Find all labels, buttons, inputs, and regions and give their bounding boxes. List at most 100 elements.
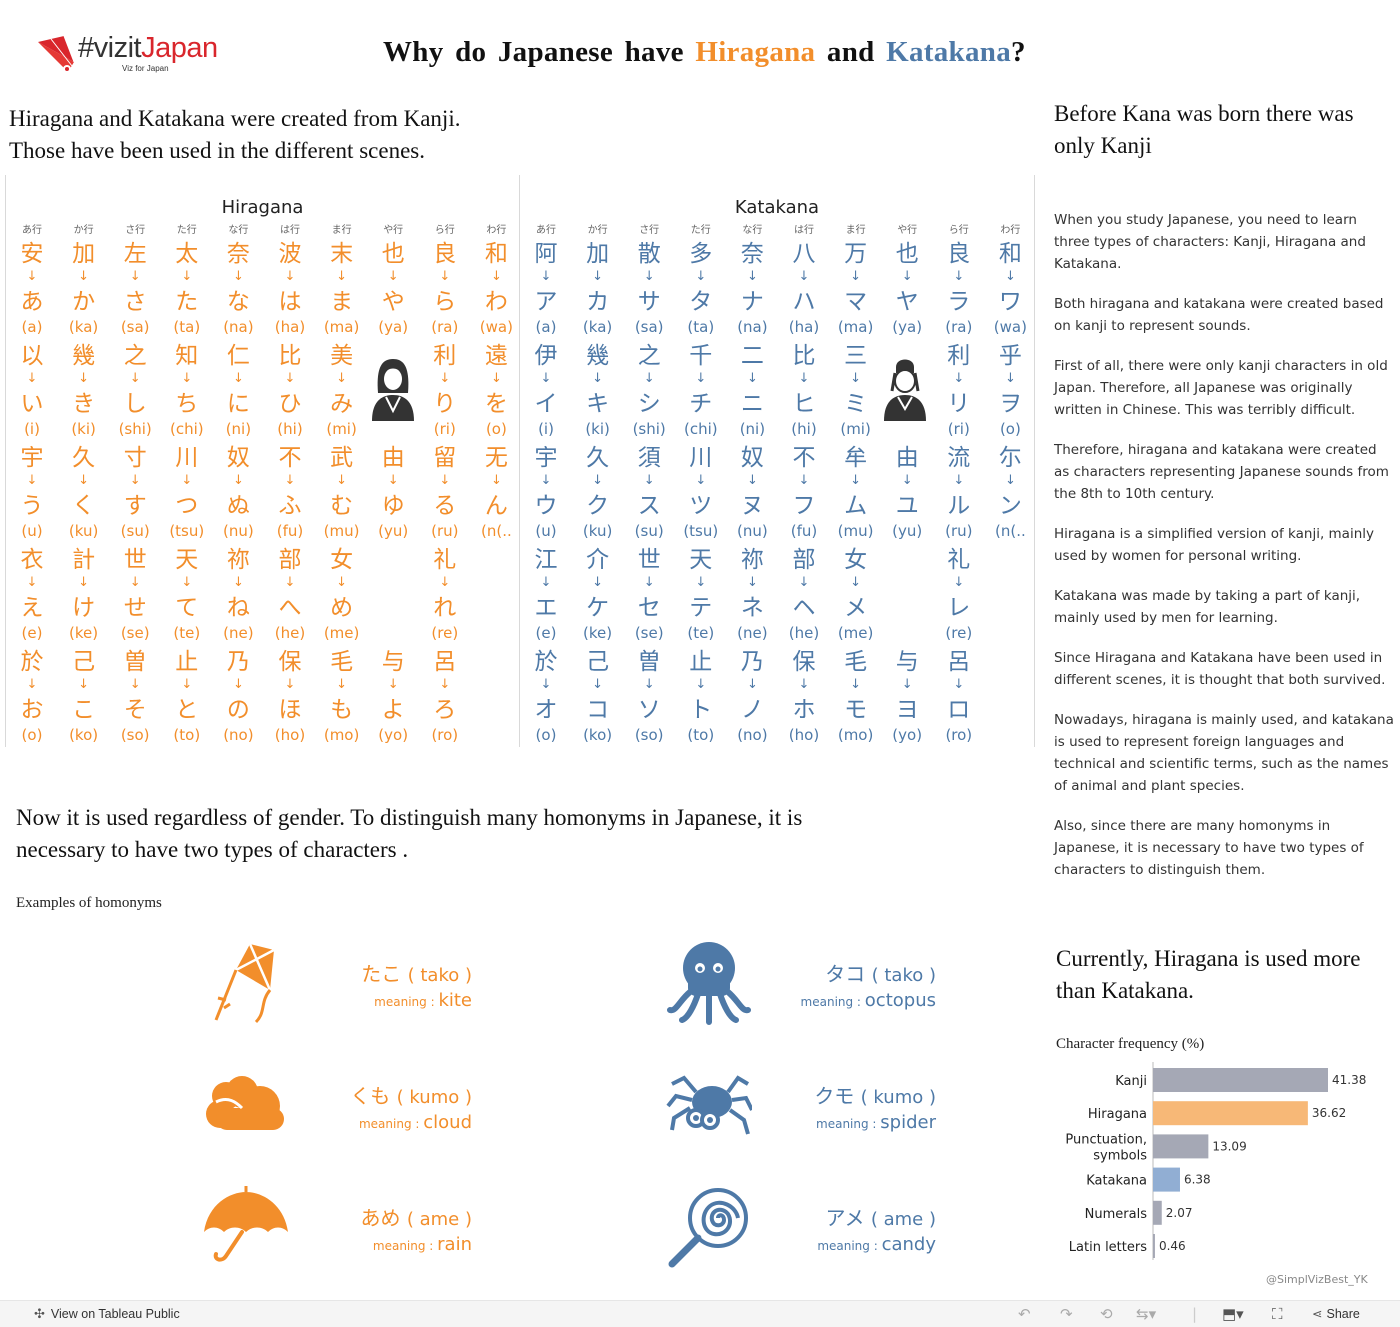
hiragana-cell[interactable]: 計 ↓ け (ke) <box>58 545 110 647</box>
share-button[interactable]: ⋖ Share <box>1312 1307 1360 1321</box>
hiragana-cell[interactable]: 与 ↓ よ (yo) <box>367 647 419 749</box>
katakana-cell[interactable]: 不 ↓ フ (fu) <box>778 443 830 545</box>
hiragana-cell[interactable]: 於 ↓ お (o) <box>6 647 58 749</box>
hiragana-cell[interactable]: 衣 ↓ え (e) <box>6 545 58 647</box>
hiragana-cell[interactable]: 天 ↓ て (te) <box>161 545 213 647</box>
hiragana-cell[interactable]: 太 ↓ た (ta) <box>161 239 213 341</box>
katakana-cell[interactable]: 良 ↓ ラ (ra) <box>933 239 985 341</box>
revert-icon[interactable]: ⟲ <box>1100 1305 1113 1323</box>
hiragana-cell[interactable]: 仁 ↓ に (ni) <box>212 341 264 443</box>
katakana-cell[interactable]: 阿 ↓ ア (a) <box>520 239 572 341</box>
hiragana-cell[interactable]: 美 ↓ み (mi) <box>316 341 368 443</box>
katakana-cell[interactable]: 和 ↓ ワ (wa) <box>984 239 1036 341</box>
katakana-cell[interactable]: 多 ↓ タ (ta) <box>675 239 727 341</box>
hiragana-cell[interactable]: 乃 ↓ の (no) <box>212 647 264 749</box>
katakana-cell[interactable]: 乃 ↓ ノ (no) <box>726 647 778 749</box>
hiragana-cell[interactable]: 曽 ↓ そ (so) <box>109 647 161 749</box>
katakana-cell[interactable]: 世 ↓ セ (se) <box>623 545 675 647</box>
hiragana-cell[interactable]: 无 ↓ ん (n(.. <box>470 443 522 545</box>
katakana-cell[interactable]: 幾 ↓ キ (ki) <box>572 341 624 443</box>
katakana-cell[interactable]: 久 ↓ ク (ku) <box>572 443 624 545</box>
hiragana-cell[interactable]: 部 ↓ へ (he) <box>264 545 316 647</box>
hiragana-cell[interactable]: 保 ↓ ほ (ho) <box>264 647 316 749</box>
katakana-cell[interactable]: 奴 ↓ ヌ (nu) <box>726 443 778 545</box>
hiragana-cell[interactable]: 止 ↓ と (to) <box>161 647 213 749</box>
hiragana-cell[interactable]: 川 ↓ つ (tsu) <box>161 443 213 545</box>
hiragana-cell[interactable]: 己 ↓ こ (ko) <box>58 647 110 749</box>
hiragana-cell[interactable]: 利 ↓ り (ri) <box>419 341 471 443</box>
katakana-cell[interactable]: 江 ↓ エ (e) <box>520 545 572 647</box>
character-frequency-chart[interactable]: 41.38 Kanji 36.62 Hiragana 13.09 Punctuation,… <box>1056 1060 1396 1260</box>
katakana-cell[interactable]: 乎 ↓ ヲ (o) <box>984 341 1036 443</box>
bar-numerals[interactable] <box>1153 1200 1162 1225</box>
bar-punctuation-symbols[interactable] <box>1153 1134 1209 1159</box>
katakana-cell[interactable]: 部 ↓ ヘ (he) <box>778 545 830 647</box>
hiragana-cell[interactable]: 也 ↓ や (ya) <box>367 239 419 341</box>
redo-icon[interactable]: ↷ <box>1060 1305 1073 1323</box>
katakana-cell[interactable]: 千 ↓ チ (chi) <box>675 341 727 443</box>
katakana-cell[interactable]: 川 ↓ ツ (tsu) <box>675 443 727 545</box>
bar-latin-letters[interactable] <box>1153 1234 1155 1258</box>
bar-katakana[interactable] <box>1153 1167 1180 1192</box>
katakana-table[interactable]: Katakana あ行 か行 さ行 た行 な行 は行 ま行 や行 ら行 わ行阿 ↓ ア (a) 伊 ↓ イ (i… <box>520 175 1035 747</box>
hiragana-cell[interactable]: 幾 ↓ き (ki) <box>58 341 110 443</box>
katakana-cell[interactable]: 二 ↓ ニ (ni) <box>726 341 778 443</box>
katakana-cell[interactable]: 宇 ↓ ウ (u) <box>520 443 572 545</box>
hiragana-cell[interactable]: 奴 ↓ ぬ (nu) <box>212 443 264 545</box>
hiragana-cell[interactable]: 寸 ↓ す (su) <box>109 443 161 545</box>
katakana-cell[interactable]: 牟 ↓ ム (mu) <box>830 443 882 545</box>
katakana-cell[interactable]: 曽 ↓ ソ (so) <box>623 647 675 749</box>
hiragana-cell[interactable]: 武 ↓ む (mu) <box>316 443 368 545</box>
katakana-cell[interactable]: 介 ↓ ケ (ke) <box>572 545 624 647</box>
katakana-cell[interactable]: 礼 ↓ レ (re) <box>933 545 985 647</box>
hiragana-cell[interactable]: 之 ↓ し (shi) <box>109 341 161 443</box>
katakana-cell[interactable]: 尓 ↓ ン (n(.. <box>984 443 1036 545</box>
katakana-cell[interactable]: 呂 ↓ ロ (ro) <box>933 647 985 749</box>
hiragana-table[interactable]: Hiragana あ行 か行 さ行 た行 な行 は行 ま行 や行 ら行 わ行安 ↓ あ (a) 以 ↓ い (i… <box>5 175 520 747</box>
undo-icon[interactable]: ↶ <box>1018 1305 1031 1323</box>
hiragana-cell[interactable]: 良 ↓ ら (ra) <box>419 239 471 341</box>
katakana-cell[interactable]: 祢 ↓ ネ (ne) <box>726 545 778 647</box>
hiragana-cell[interactable]: 波 ↓ は (ha) <box>264 239 316 341</box>
hiragana-cell[interactable]: 末 ↓ ま (ma) <box>316 239 368 341</box>
hiragana-cell[interactable]: 留 ↓ る (ru) <box>419 443 471 545</box>
katakana-cell[interactable]: 也 ↓ ヤ (ya) <box>881 239 933 341</box>
katakana-cell[interactable]: 万 ↓ マ (ma) <box>830 239 882 341</box>
hiragana-cell[interactable]: 宇 ↓ う (u) <box>6 443 58 545</box>
katakana-cell[interactable]: 与 ↓ ヨ (yo) <box>881 647 933 749</box>
katakana-cell[interactable]: 伊 ↓ イ (i) <box>520 341 572 443</box>
hiragana-cell[interactable]: 加 ↓ か (ka) <box>58 239 110 341</box>
hiragana-cell[interactable]: 由 ↓ ゆ (yu) <box>367 443 419 545</box>
fullscreen-icon[interactable]: ⛶ <box>1272 1305 1283 1323</box>
katakana-cell[interactable]: 八 ↓ ハ (ha) <box>778 239 830 341</box>
hiragana-cell[interactable]: 祢 ↓ ね (ne) <box>212 545 264 647</box>
hiragana-cell[interactable]: 女 ↓ め (me) <box>316 545 368 647</box>
hiragana-cell[interactable]: 礼 ↓ れ (re) <box>419 545 471 647</box>
katakana-cell[interactable]: 之 ↓ シ (shi) <box>623 341 675 443</box>
katakana-cell[interactable]: 由 ↓ ユ (yu) <box>881 443 933 545</box>
katakana-cell[interactable]: 毛 ↓ モ (mo) <box>830 647 882 749</box>
hiragana-cell[interactable]: 左 ↓ さ (sa) <box>109 239 161 341</box>
hiragana-cell[interactable]: 遠 ↓ を (o) <box>470 341 522 443</box>
katakana-cell[interactable]: 加 ↓ カ (ka) <box>572 239 624 341</box>
download-icon[interactable]: ⬒▾ <box>1222 1305 1244 1323</box>
katakana-cell[interactable]: 天 ↓ テ (te) <box>675 545 727 647</box>
katakana-cell[interactable]: 散 ↓ サ (sa) <box>623 239 675 341</box>
katakana-cell[interactable]: 女 ↓ メ (me) <box>830 545 882 647</box>
hiragana-cell[interactable]: 安 ↓ あ (a) <box>6 239 58 341</box>
katakana-cell[interactable]: 己 ↓ コ (ko) <box>572 647 624 749</box>
hiragana-cell[interactable]: 呂 ↓ ろ (ro) <box>419 647 471 749</box>
katakana-cell[interactable]: 須 ↓ ス (su) <box>623 443 675 545</box>
katakana-cell[interactable]: 於 ↓ オ (o) <box>520 647 572 749</box>
katakana-cell[interactable]: 流 ↓ ル (ru) <box>933 443 985 545</box>
katakana-cell[interactable]: 奈 ↓ ナ (na) <box>726 239 778 341</box>
katakana-cell[interactable]: 止 ↓ ト (to) <box>675 647 727 749</box>
hiragana-cell[interactable]: 世 ↓ せ (se) <box>109 545 161 647</box>
hiragana-cell[interactable]: 不 ↓ ふ (fu) <box>264 443 316 545</box>
refresh-icon[interactable]: ⇆▾ <box>1136 1305 1157 1323</box>
katakana-cell[interactable]: 比 ↓ ヒ (hi) <box>778 341 830 443</box>
view-on-tableau-public-button[interactable]: ✣ View on Tableau Public <box>34 1306 180 1321</box>
hiragana-cell[interactable]: 和 ↓ わ (wa) <box>470 239 522 341</box>
bar-hiragana[interactable] <box>1153 1101 1308 1126</box>
katakana-cell[interactable]: 利 ↓ リ (ri) <box>933 341 985 443</box>
